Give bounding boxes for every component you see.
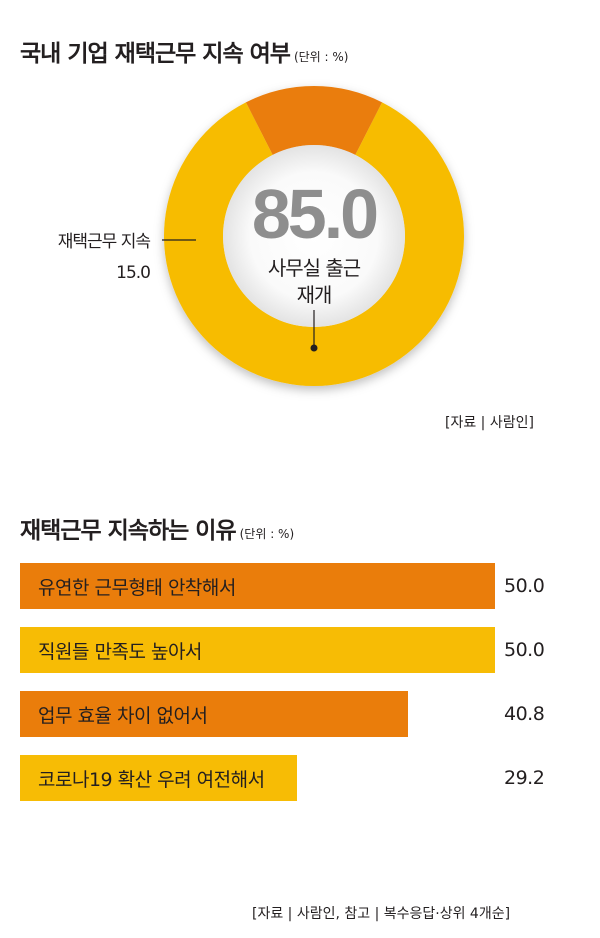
donut-chart-title-text: 국내 기업 재택근무 지속 여부 bbox=[20, 41, 291, 67]
donut-main-label-line2: 재개 bbox=[297, 283, 332, 307]
bar-value-2: 50.0 bbox=[504, 639, 545, 661]
bar-3: 업무 효율 차이 없어서 bbox=[20, 691, 408, 737]
donut-main-label-line1: 사무실 출근 bbox=[268, 256, 361, 280]
bar-2: 직원들 만족도 높아서 bbox=[20, 627, 495, 673]
donut-small-value: 15.0 bbox=[116, 263, 150, 283]
bar-label-3: 업무 효율 차이 없어서 bbox=[38, 704, 208, 727]
bar-chart-unit: (단위 : %) bbox=[239, 527, 295, 541]
bar-chart-title: 재택근무 지속하는 이유 (단위 : %) bbox=[20, 511, 294, 545]
donut-slice-small bbox=[245, 85, 383, 155]
donut-chart-source: [자료 | 사람인] bbox=[445, 415, 534, 431]
donut-main-value: 85.0 bbox=[252, 175, 377, 253]
bar-value-3: 40.8 bbox=[504, 703, 545, 725]
bar-label-4: 코로나19 확산 우려 여전해서 bbox=[38, 768, 265, 791]
bar-4: 코로나19 확산 우려 여전해서 bbox=[20, 755, 298, 801]
donut-chart-title: 국내 기업 재택근무 지속 여부 (단위 : %) bbox=[20, 34, 348, 68]
donut-chart: 85.0 사무실 출근 재개 재택근무 지속 15.0 bbox=[58, 85, 465, 386]
bar-label-1: 유연한 근무형태 안착해서 bbox=[38, 576, 236, 599]
donut-slice-large bbox=[164, 102, 465, 386]
donut-small-label: 재택근무 지속 bbox=[58, 232, 151, 252]
donut-main-leader-dot bbox=[310, 344, 318, 352]
bar-chart-source: [자료 | 사람인, 참고 | 복수응답·상위 4개순] bbox=[252, 906, 511, 922]
donut-chart-unit: (단위 : %) bbox=[293, 50, 349, 64]
bar-1: 유연한 근무형태 안착해서 bbox=[20, 563, 495, 609]
bar-label-2: 직원들 만족도 높아서 bbox=[38, 640, 202, 663]
bar-value-1: 50.0 bbox=[504, 575, 545, 597]
bar-chart-title-text: 재택근무 지속하는 이유 bbox=[20, 518, 237, 544]
donut-hole bbox=[223, 145, 405, 327]
bar-value-4: 29.2 bbox=[504, 767, 545, 789]
